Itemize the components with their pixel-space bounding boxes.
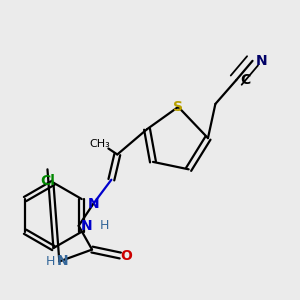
Text: S: S	[173, 100, 183, 114]
Text: N: N	[256, 54, 267, 68]
Text: O: O	[120, 248, 132, 262]
Text: N: N	[56, 254, 68, 268]
Text: N: N	[88, 196, 99, 211]
Text: H: H	[46, 255, 55, 268]
Text: C: C	[240, 73, 250, 87]
Text: Cl: Cl	[40, 174, 55, 188]
Text: CH₃: CH₃	[89, 139, 110, 149]
Text: N: N	[80, 219, 92, 233]
Text: H: H	[100, 219, 109, 232]
